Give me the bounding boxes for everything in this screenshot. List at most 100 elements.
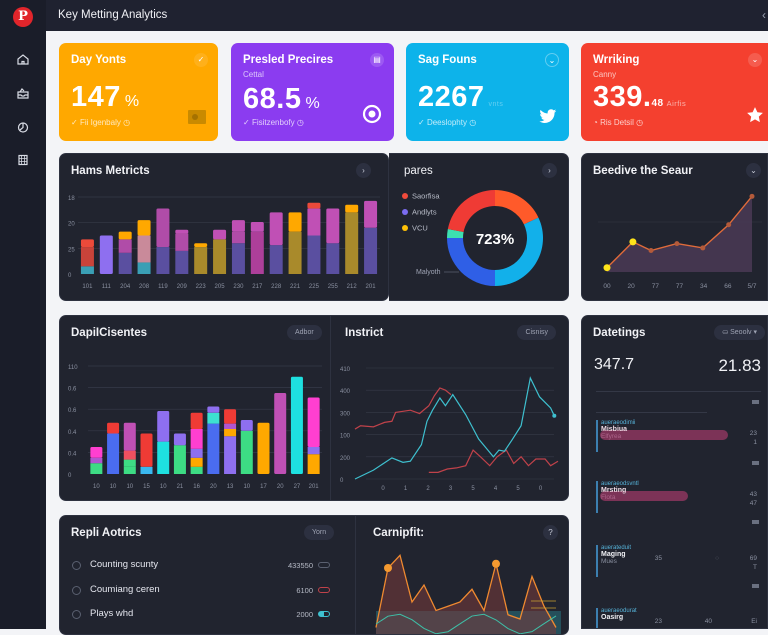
bar-segment [140, 433, 153, 467]
item-value: 47 [749, 500, 757, 507]
x-tick-label: 17 [260, 484, 267, 490]
series-line [375, 553, 557, 628]
bar-segment [107, 433, 120, 474]
y-tick-label: 18 [68, 196, 75, 202]
bar-segment [175, 233, 189, 251]
bar-segment [123, 450, 136, 460]
bar-segment [269, 245, 283, 274]
bar-segment [345, 212, 359, 274]
progress-bar [600, 430, 728, 440]
kpi-subtitle: Cettal [243, 70, 264, 79]
donut-slice [447, 229, 464, 238]
bar-segment [173, 445, 186, 474]
list-item[interactable]: aueraeodimii Misbiua Elfyrea 23 1 [596, 420, 757, 452]
divider [596, 391, 761, 392]
progress-bar [600, 491, 688, 501]
bar-segment [107, 422, 120, 434]
y-tick-label: 0 [340, 478, 344, 484]
pinterest-logo[interactable]: P [13, 7, 33, 27]
legend-dot [402, 193, 408, 199]
menu-icon[interactable] [752, 400, 759, 404]
row-value: 2000 [296, 610, 313, 619]
donut-slice [447, 238, 495, 286]
item-category: aueraeodimii [601, 420, 636, 426]
y-tick-label: 100 [340, 434, 351, 440]
panel-title: pares [404, 165, 433, 177]
bar-segment [90, 463, 103, 474]
x-tick-label: 20 [210, 484, 217, 490]
chevron-down-icon[interactable]: ⌄ [746, 163, 761, 178]
panel-title: Carnipfit: [373, 527, 425, 539]
item-value: 23 [749, 430, 757, 437]
menu-icon[interactable] [752, 520, 759, 524]
bar-segment [274, 393, 287, 474]
panel-title: Repli Aotrics [71, 527, 142, 539]
menu-icon[interactable] [752, 461, 759, 465]
help-icon[interactable]: ? [543, 525, 558, 540]
x-tick-label: 5/7 [747, 283, 756, 290]
cisnisy-button[interactable]: Cisnisy [517, 325, 556, 340]
bar-segment [190, 429, 203, 449]
hams-metrics-panel: Hams Metricts › 0 25 20 18 101 111 204 208 119 20… [59, 153, 389, 301]
kpi-title: Day Yonts [71, 54, 127, 66]
x-tick-label: 4 [494, 486, 498, 492]
legend-label: Saorfisa [412, 192, 440, 201]
bar-segment [288, 231, 302, 274]
kpi-card-presled-precires[interactable]: Presled Precires Cettal ▤ 68.5% ✓ Fisitz… [231, 43, 394, 141]
adbor-button[interactable]: Adbor [287, 325, 322, 340]
x-tick-label: 16 [193, 484, 200, 490]
x-tick-label: 10 [93, 484, 100, 490]
list-item[interactable]: aueraeodurat Oasirg 23 40 Ei [596, 608, 757, 628]
item-value: Ei [751, 618, 757, 625]
x-tick-label: 205 [215, 284, 226, 290]
legend-dot [402, 209, 408, 215]
kpi-card-sag-founs[interactable]: Sag Founs ⌄ 2267 vnts ✓ Deeslophty ◷ [406, 43, 569, 141]
list-item[interactable]: auerateduit Maging Mues 35 ○ 69 T [596, 545, 757, 577]
chart-icon[interactable] [15, 119, 31, 135]
instrict-line-chart: 0 200 100 300 400 410 0 1 2 3 5 4 5 0 [340, 367, 559, 492]
bar-segment [240, 430, 253, 474]
bar-segment [175, 250, 189, 274]
toggle[interactable] [318, 611, 330, 617]
item-value: 35 [654, 555, 662, 562]
home-icon[interactable] [15, 52, 31, 68]
y-tick-label: 0.4 [68, 430, 77, 436]
chevron-right-icon[interactable]: › [356, 163, 371, 178]
yorn-button[interactable]: Yorn [304, 525, 335, 540]
check-icon[interactable]: ✓ [194, 53, 208, 67]
x-tick-label: 223 [196, 284, 207, 290]
chevron-right-icon[interactable]: › [542, 163, 557, 178]
toggle[interactable] [318, 562, 330, 568]
list-item[interactable]: aueraeodsvntl Mrsting Flota ○ 43 47 [596, 481, 757, 513]
x-tick-label: 13 [227, 484, 234, 490]
bar-segment [137, 220, 151, 236]
menu-icon[interactable] [752, 584, 759, 588]
chevron-down-icon[interactable]: ⌄ [748, 53, 762, 67]
x-tick-label: 3 [449, 486, 453, 492]
toggle[interactable] [318, 587, 330, 593]
inbox-icon[interactable] [15, 86, 31, 102]
chevron-left-icon[interactable]: ‹ [762, 8, 766, 22]
panel-title: Hams Metricts [71, 165, 150, 177]
data-point [749, 193, 755, 199]
bar-segment [137, 235, 151, 263]
calendar-icon[interactable] [15, 152, 31, 168]
bar-segment [364, 227, 378, 274]
item-sub: Mues [601, 558, 617, 565]
legend-dot [402, 225, 408, 231]
carnipfit-area-chart [375, 553, 561, 634]
list-icon[interactable]: ▤ [370, 53, 384, 67]
bar-segment [307, 454, 320, 474]
season-dropdown[interactable]: ⛀ Seoolv ▾ [714, 325, 765, 340]
kpi-title: Sag Founs [418, 54, 477, 66]
chevron-down-icon[interactable]: ⌄ [545, 53, 559, 67]
counter-icon [72, 561, 81, 570]
kpi-subtitle: Canny [593, 70, 617, 79]
clock-icon [72, 610, 81, 619]
kpi-card-wrriking[interactable]: Wrriking Canny ⌄ 339.48 Airfis ◔ Ris Dets… [581, 43, 768, 141]
kpi-card-day-yonts[interactable]: Day Yonts ✓ 147% ✓ Fii Igenbaly ◷ [59, 43, 218, 141]
kpi-footer: ✓ Fisitzenbofy ◷ [243, 118, 304, 127]
x-tick-label: 34 [700, 283, 708, 290]
x-tick-label: 27 [294, 484, 301, 490]
bar-segment [224, 436, 237, 474]
